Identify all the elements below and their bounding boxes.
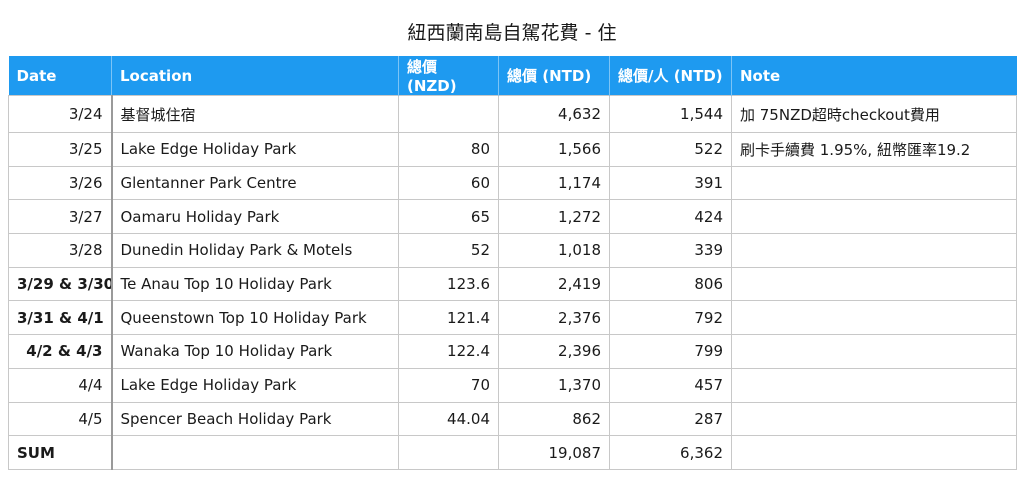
table-row: 3/25 Lake Edge Holiday Park 80 1,566 522 刷卡手續… (8, 132, 1017, 167)
header-per-person-ntd[interactable]: 總價/人 (NTD) (609, 56, 732, 96)
cell-sum-nzd[interactable] (398, 435, 499, 470)
cell-per-person-ntd[interactable]: 806 (609, 266, 732, 302)
cell-date[interactable]: 3/26 (8, 165, 113, 201)
cell-date[interactable]: 3/25 (8, 132, 113, 167)
cell-date[interactable]: 4/5 (8, 401, 113, 437)
header-total-ntd[interactable]: 總價 (NTD) (498, 56, 610, 96)
cell-total-ntd[interactable]: 4,632 (498, 95, 610, 133)
cell-date[interactable]: 3/31 & 4/1 (8, 300, 113, 336)
cell-location[interactable]: Queenstown Top 10 Holiday Park (111, 300, 399, 336)
cell-total-nzd[interactable] (398, 95, 499, 133)
cell-date[interactable]: 3/27 (8, 199, 113, 235)
table-row: 3/28 Dunedin Holiday Park & Motels 52 1,018… (8, 233, 1017, 268)
cell-per-person-ntd[interactable]: 522 (609, 132, 732, 167)
cell-total-nzd[interactable]: 70 (398, 367, 499, 403)
cell-sum-location[interactable] (111, 435, 399, 470)
cell-note[interactable] (731, 266, 1017, 302)
header-total-nzd[interactable]: 總價 (NZD) (398, 56, 499, 96)
cell-date[interactable]: 3/24 (8, 95, 113, 133)
cell-location[interactable]: Te Anau Top 10 Holiday Park (111, 266, 399, 302)
cell-sum-label[interactable]: SUM (8, 435, 113, 470)
cell-date[interactable]: 4/4 (8, 367, 113, 403)
cell-total-nzd[interactable]: 60 (398, 165, 499, 201)
table-row: 4/4 Lake Edge Holiday Park 70 1,370 457 (8, 367, 1017, 403)
cell-note[interactable]: 刷卡手續費 1.95%, 紐幣匯率19.2 (731, 132, 1017, 167)
cell-sum-note[interactable] (731, 435, 1017, 470)
header-location[interactable]: Location (111, 56, 399, 96)
page-title: 紐西蘭南島自駕花費 - 住 (407, 22, 617, 44)
cell-per-person-ntd[interactable]: 792 (609, 300, 732, 336)
header-date[interactable]: Date (8, 56, 112, 96)
cell-per-person-ntd[interactable]: 287 (609, 401, 732, 437)
cell-location[interactable]: Glentanner Park Centre (111, 165, 399, 201)
cell-note[interactable] (731, 233, 1017, 268)
table-row: 3/26 Glentanner Park Centre 60 1,174 391 (8, 165, 1017, 201)
cell-note[interactable]: 加 75NZD超時checkout費用 (731, 95, 1017, 133)
cell-location[interactable]: 基督城住宿 (111, 95, 399, 133)
cell-per-person-ntd[interactable]: 339 (609, 233, 732, 268)
cell-per-person-ntd[interactable]: 424 (609, 199, 732, 235)
table-row: 3/29 & 3/30 Te Anau Top 10 Holiday Park 12… (8, 266, 1017, 302)
cell-total-ntd[interactable]: 2,376 (498, 300, 610, 336)
table-row: 3/27 Oamaru Holiday Park 65 1,272 424 (8, 199, 1017, 235)
cell-location[interactable]: Wanaka Top 10 Holiday Park (111, 334, 399, 369)
table-row: 3/24 基督城住宿 4,632 1,544 加 75NZD超時checkout費用 (8, 95, 1017, 133)
cell-total-ntd[interactable]: 1,174 (498, 165, 610, 201)
cell-total-ntd[interactable]: 862 (498, 401, 610, 437)
cell-per-person-ntd[interactable]: 799 (609, 334, 732, 369)
cell-sum-per-person[interactable]: 6,362 (609, 435, 732, 470)
cell-note[interactable] (731, 334, 1017, 369)
cell-date[interactable]: 4/2 & 4/3 (8, 334, 113, 369)
cell-per-person-ntd[interactable]: 391 (609, 165, 732, 201)
cell-total-ntd[interactable]: 1,018 (498, 233, 610, 268)
cell-location[interactable]: Oamaru Holiday Park (111, 199, 399, 235)
cell-date[interactable]: 3/28 (8, 233, 113, 268)
cell-total-nzd[interactable]: 52 (398, 233, 499, 268)
cell-date[interactable]: 3/29 & 3/30 (8, 266, 113, 302)
cell-total-ntd[interactable]: 2,396 (498, 334, 610, 369)
cell-total-ntd[interactable]: 2,419 (498, 266, 610, 302)
cell-location[interactable]: Spencer Beach Holiday Park (111, 401, 399, 437)
cell-note[interactable] (731, 401, 1017, 437)
table-row: 4/2 & 4/3 Wanaka Top 10 Holiday Park 122.4… (8, 334, 1017, 369)
lodging-cost-table: Date Location 總價 (NZD) 總價 (NTD) 總價/人 (NT… (8, 56, 1017, 470)
cell-location[interactable]: Lake Edge Holiday Park (111, 132, 399, 167)
cell-per-person-ntd[interactable]: 1,544 (609, 95, 732, 133)
cell-total-nzd[interactable]: 123.6 (398, 266, 499, 302)
table-row: 3/31 & 4/1 Queenstown Top 10 Holiday Park… (8, 300, 1017, 336)
cell-location[interactable]: Dunedin Holiday Park & Motels (111, 233, 399, 268)
table-row: 4/5 Spencer Beach Holiday Park 44.04 862 287 (8, 401, 1017, 437)
sum-row: SUM 19,087 6,362 (8, 435, 1017, 470)
cell-per-person-ntd[interactable]: 457 (609, 367, 732, 403)
cell-total-nzd[interactable]: 44.04 (398, 401, 499, 437)
cell-location[interactable]: Lake Edge Holiday Park (111, 367, 399, 403)
cell-sum-ntd[interactable]: 19,087 (498, 435, 610, 470)
header-row: Date Location 總價 (NZD) 總價 (NTD) 總價/人 (NT… (8, 56, 1017, 96)
cell-note[interactable] (731, 165, 1017, 201)
cell-total-nzd[interactable]: 122.4 (398, 334, 499, 369)
header-note[interactable]: Note (731, 56, 1017, 96)
cell-total-nzd[interactable]: 65 (398, 199, 499, 235)
cell-total-ntd[interactable]: 1,370 (498, 367, 610, 403)
cell-note[interactable] (731, 300, 1017, 336)
cell-total-nzd[interactable]: 80 (398, 132, 499, 167)
cell-total-ntd[interactable]: 1,272 (498, 199, 610, 235)
cell-note[interactable] (731, 367, 1017, 403)
cell-total-nzd[interactable]: 121.4 (398, 300, 499, 336)
cell-note[interactable] (731, 199, 1017, 235)
cell-total-ntd[interactable]: 1,566 (498, 132, 610, 167)
